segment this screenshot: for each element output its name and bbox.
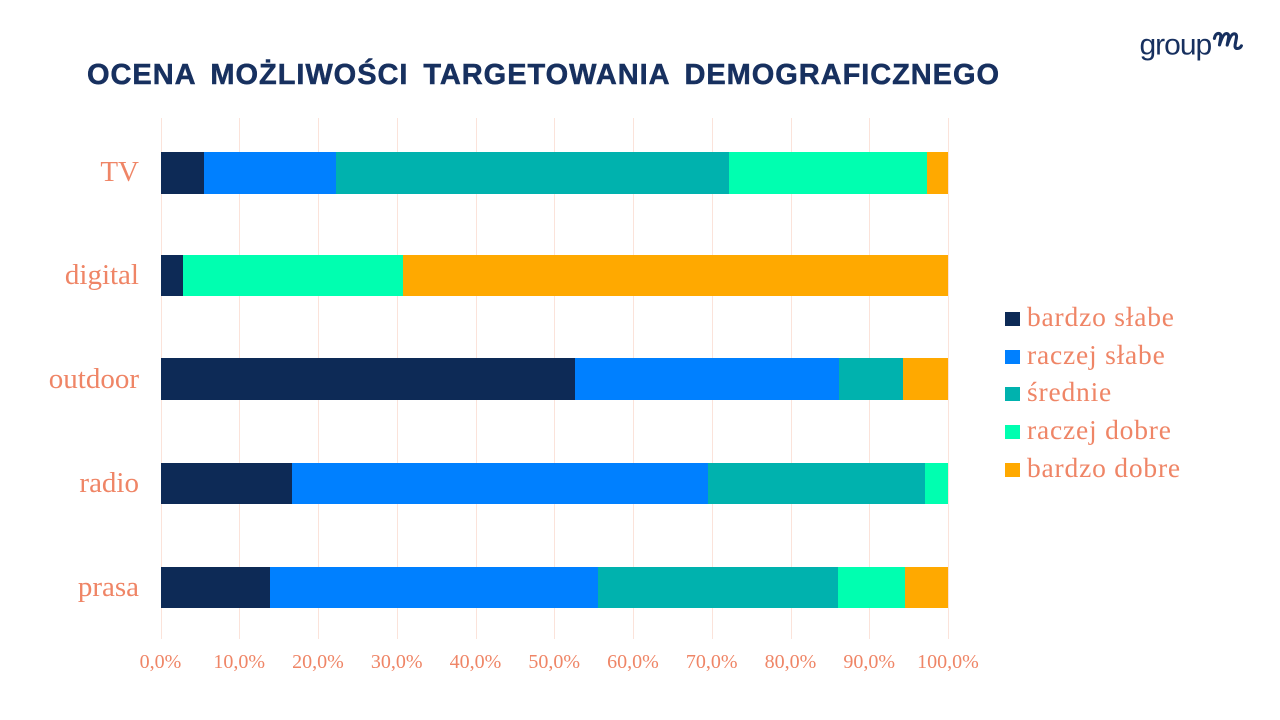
svg-text:group: group — [1140, 29, 1212, 62]
